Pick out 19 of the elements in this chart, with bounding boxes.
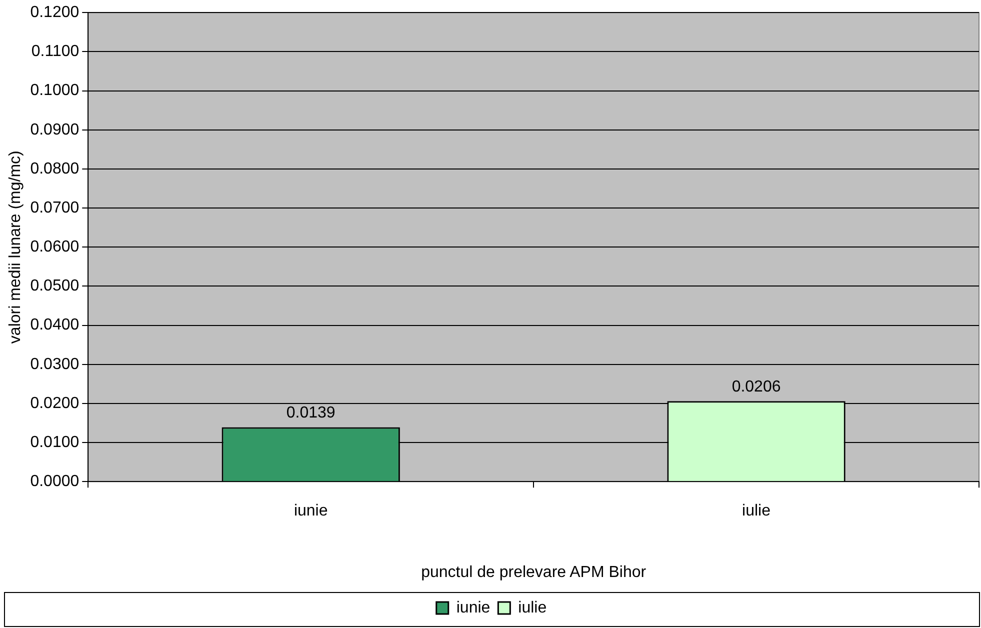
y-tick-label: 0.1100 xyxy=(31,43,80,60)
y-tick-label: 0.0500 xyxy=(30,278,80,295)
legend-label: iunie xyxy=(456,599,490,616)
y-tick-label: 0.0800 xyxy=(30,160,80,178)
y-axis-title: valori medii lunare (mg/mc) xyxy=(7,150,24,344)
legend-label: iulie xyxy=(518,599,547,616)
data-label: 0.0206 xyxy=(732,378,781,396)
y-tick-label: 0.0900 xyxy=(30,121,80,138)
x-axis-title: punctul de prelevare APM Bihor xyxy=(421,564,647,581)
y-tick-label: 0.1200 xyxy=(30,4,80,22)
y-tick-label: 0.0400 xyxy=(30,316,80,334)
y-tick-label: 0.0600 xyxy=(30,238,80,256)
y-tick-label: 0.0100 xyxy=(30,434,80,451)
data-label: 0.0139 xyxy=(286,404,336,422)
y-tick-label: 0.0000 xyxy=(30,473,80,490)
y-tick-label: 0.0700 xyxy=(30,199,80,216)
y-tick-label: 0.1000 xyxy=(30,82,80,100)
y-tick-label: 0.0200 xyxy=(30,394,80,412)
y-tick-label: 0.0300 xyxy=(30,356,80,373)
